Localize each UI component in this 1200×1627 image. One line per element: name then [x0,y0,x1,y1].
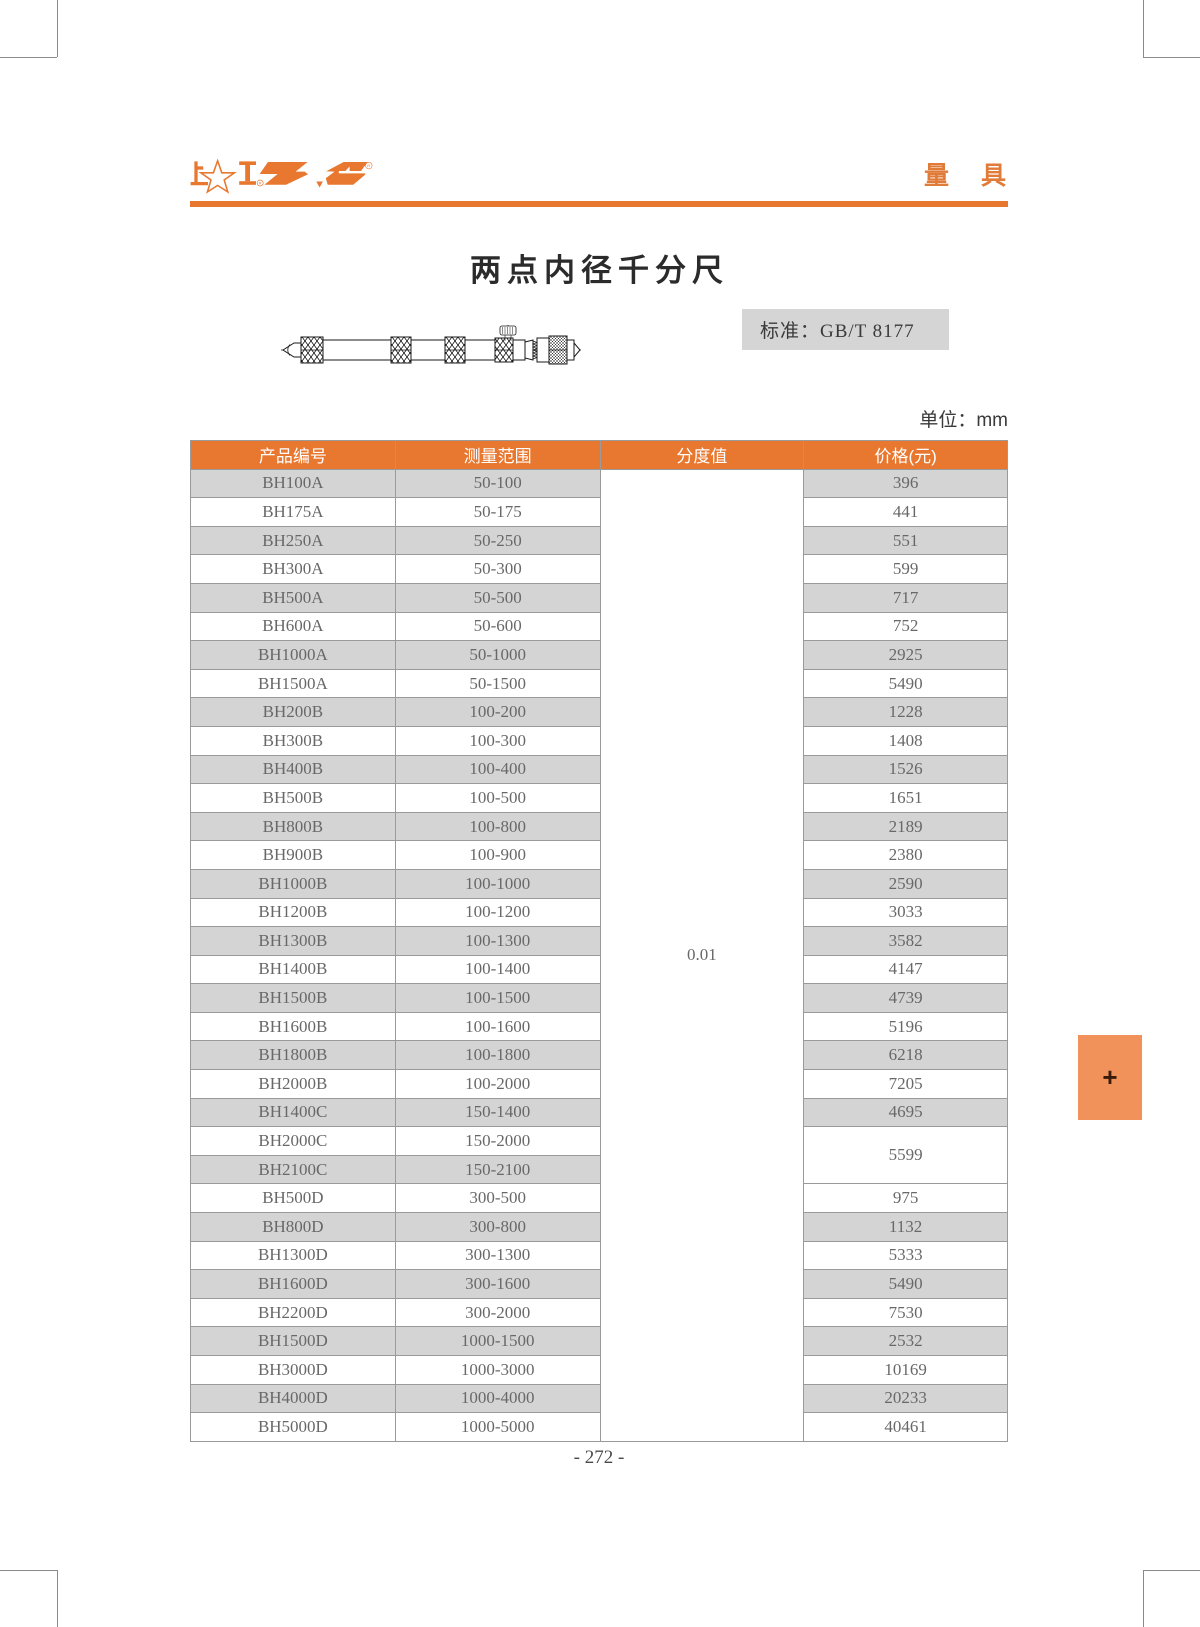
svg-text:.: . [252,184,253,189]
svg-text:R: R [259,181,262,186]
svg-text:R: R [367,163,370,168]
